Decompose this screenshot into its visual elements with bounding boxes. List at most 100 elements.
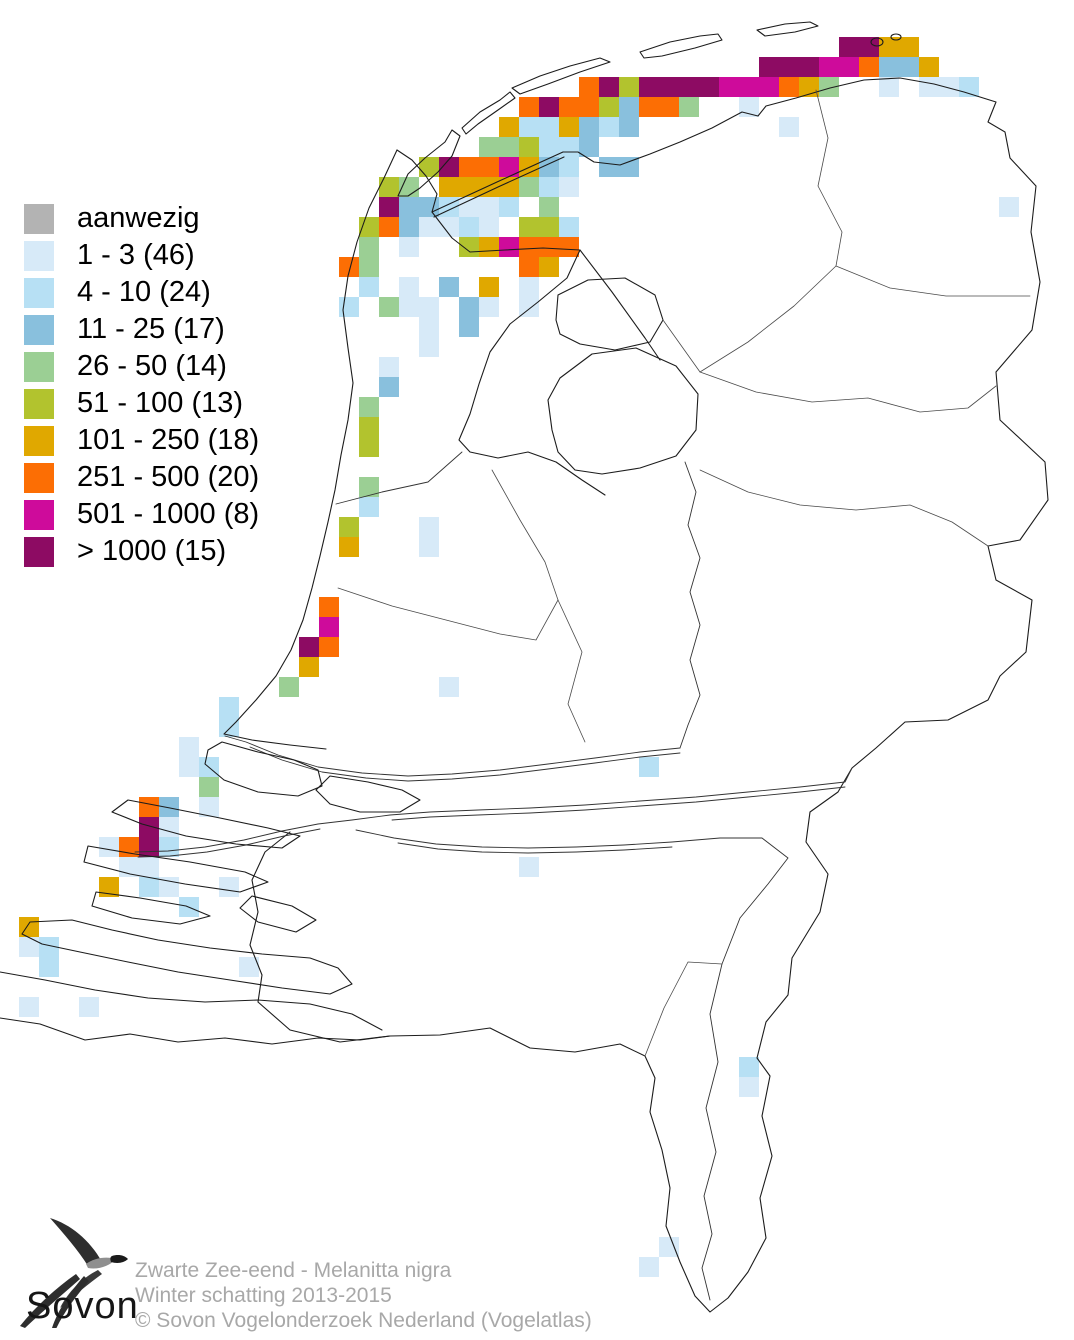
province-border-friesland-groningen <box>815 89 843 267</box>
grid-cell <box>559 237 579 257</box>
grid-cell <box>479 177 499 197</box>
grid-cell <box>499 237 519 257</box>
grid-cell <box>139 857 159 877</box>
grid-cell <box>539 137 559 157</box>
grid-cell <box>599 77 619 97</box>
vlieland-outline <box>461 91 516 135</box>
grid-cell <box>159 797 179 817</box>
grid-cell <box>439 157 459 177</box>
grid-cell <box>499 137 519 157</box>
grid-cell <box>399 297 419 317</box>
grid-cell <box>439 677 459 697</box>
legend-swatch <box>24 240 54 271</box>
walcheren-beveland-outline <box>21 919 353 995</box>
grid-cell <box>419 317 439 337</box>
legend-item-b: 4 - 10 (24) <box>24 274 259 311</box>
grid-cell <box>179 757 199 777</box>
legend-item-d: 101 - 250 (18) <box>24 422 259 459</box>
grid-cell <box>399 237 419 257</box>
grid-cell <box>399 277 419 297</box>
grid-cell <box>559 217 579 237</box>
grid-cell <box>419 157 439 177</box>
grid-cell <box>659 77 679 97</box>
legend-label: 4 - 10 (24) <box>77 276 211 308</box>
grid-cell <box>519 257 539 277</box>
grid-cell <box>39 957 59 977</box>
grid-cell <box>459 317 479 337</box>
grid-cells-layer <box>19 37 1019 1277</box>
grid-cell <box>779 57 799 77</box>
hollands-diep <box>134 823 321 858</box>
grid-cell <box>639 77 659 97</box>
legend-swatch <box>24 462 54 493</box>
legend-item-aanwezig: aanwezig <box>24 200 259 237</box>
goeree-outline <box>111 799 301 849</box>
grid-cell <box>279 677 299 697</box>
grid-cell <box>679 97 699 117</box>
legend-item-r: 251 - 500 (20) <box>24 459 259 496</box>
schiermonnikoog-outline <box>756 21 819 37</box>
grid-cell <box>99 837 119 857</box>
flevoland-outline <box>547 347 699 475</box>
grid-cell <box>439 217 459 237</box>
grid-cell <box>559 117 579 137</box>
belgian-border <box>0 1017 391 1045</box>
grid-cell <box>679 77 699 97</box>
grid-cell <box>519 857 539 877</box>
copyright-line: © Sovon Vogelonderzoek Nederland (Vogela… <box>135 1309 592 1332</box>
schouwen-outline <box>83 845 269 893</box>
grid-cell <box>219 877 239 897</box>
grid-cell <box>359 257 379 277</box>
grid-cell <box>519 97 539 117</box>
province-border-gelderland-utrecht <box>557 599 586 743</box>
markermeer-coast <box>431 211 606 496</box>
legend-item-m: 501 - 1000 (8) <box>24 496 259 533</box>
grid-cell <box>719 77 739 97</box>
grid-cell <box>619 97 639 117</box>
grid-cell <box>879 37 899 57</box>
grid-cell <box>479 297 499 317</box>
grid-cell <box>879 57 899 77</box>
province-border-groningen-drenthe <box>835 265 1031 297</box>
noord-beveland-outline <box>91 891 211 925</box>
province-border-noordholland-utrecht <box>491 469 559 601</box>
grid-cell <box>539 117 559 137</box>
grid-cell <box>819 77 839 97</box>
grid-cell <box>359 437 379 457</box>
legend-label: 11 - 25 (17) <box>77 313 225 345</box>
terschelling-outline <box>511 57 611 95</box>
grid-cell <box>359 417 379 437</box>
grid-cell <box>139 817 159 837</box>
tholen-outline <box>239 895 317 933</box>
grid-cell <box>399 197 419 217</box>
map-outline-layer <box>0 21 1049 1313</box>
grid-cell <box>799 57 819 77</box>
grid-cell <box>699 77 719 97</box>
legend-label: aanwezig <box>77 202 200 234</box>
province-border-brabant-limburg <box>644 961 723 1057</box>
grid-cell <box>579 117 599 137</box>
legend-swatch <box>24 277 54 308</box>
grid-cell <box>299 657 319 677</box>
grid-cell <box>479 197 499 217</box>
grid-cell <box>319 597 339 617</box>
grid-cell <box>419 217 439 237</box>
grid-cell <box>539 177 559 197</box>
grid-cell <box>479 237 499 257</box>
noordzeekanaal <box>335 451 463 505</box>
houtribdijk <box>579 249 661 361</box>
grid-cell <box>319 637 339 657</box>
texel-outline <box>397 129 461 197</box>
grid-cell <box>419 517 439 537</box>
grid-cell <box>519 277 539 297</box>
grid-cell <box>879 77 899 97</box>
grid-cell <box>579 97 599 117</box>
grid-cell <box>359 497 379 517</box>
legend-item-o: 51 - 100 (13) <box>24 385 259 422</box>
grid-cell <box>379 177 399 197</box>
grid-cell <box>99 877 119 897</box>
sovon-logo-text: Sovon <box>26 1285 139 1327</box>
grid-cell <box>579 77 599 97</box>
grid-cell <box>539 237 559 257</box>
grid-cell <box>499 117 519 137</box>
